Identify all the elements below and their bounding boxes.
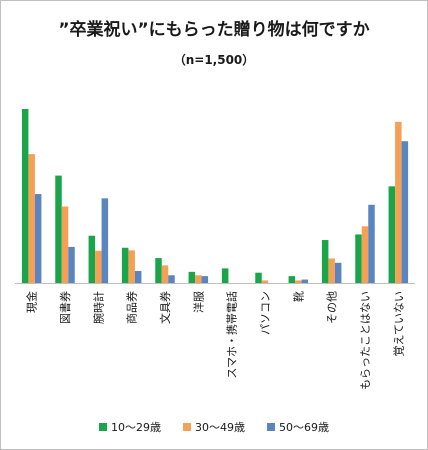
bar-6-series-2 — [195, 275, 202, 283]
bar-8-series-1 — [255, 272, 262, 283]
bar-1-series-3 — [34, 194, 42, 283]
bar-chart: 現金 図書券 腕時計 商品券 文具券 洋服 スマホ・携帯電話 パソコン 靴 その他 もらったことはな… — [15, 109, 415, 390]
bar-2-series-3 — [68, 246, 75, 283]
category-label: 腕時計 — [91, 291, 105, 324]
category-label: その他 — [326, 291, 339, 324]
legend-label: 50～69歳 — [279, 421, 329, 434]
legend-swatch — [183, 423, 191, 431]
bar-4-series-1 — [121, 247, 129, 283]
bar-12-series-3 — [401, 141, 409, 283]
bar-12-series-1 — [388, 186, 396, 283]
category-label: パソコン — [259, 291, 272, 335]
legend-item: 50～69歳 — [267, 419, 329, 435]
bar-5-series-3 — [168, 275, 175, 283]
category-label: スマホ・携帯電話 — [225, 291, 239, 379]
bar-3-series-1 — [88, 235, 96, 283]
bar-1-series-1 — [21, 109, 29, 283]
bar-10-series-3 — [334, 262, 342, 283]
legend-label: 10～29歳 — [111, 421, 161, 434]
bar-4-series-3 — [134, 270, 142, 283]
category-label: 現金 — [25, 291, 39, 313]
legend-item: 10～29歳 — [99, 419, 161, 435]
bar-5-series-1 — [155, 258, 162, 283]
category-label: 商品券 — [125, 291, 139, 324]
category-label: 靴 — [291, 291, 305, 302]
legend-label: 30～49歳 — [195, 421, 245, 434]
bar-11-series-3 — [368, 204, 375, 283]
bar-3-series-2 — [95, 250, 102, 283]
category-label: もらったことはない — [359, 291, 372, 390]
bar-10-series-1 — [321, 240, 329, 283]
legend-swatch — [267, 423, 275, 431]
bar-10-series-2 — [328, 258, 335, 283]
category-label: 図書券 — [58, 291, 72, 324]
bar-3-series-3 — [101, 198, 109, 283]
category-label: 文具券 — [158, 291, 172, 324]
bar-group — [21, 109, 409, 283]
bar-2-series-2 — [61, 206, 69, 283]
bar-5-series-2 — [161, 265, 169, 283]
bar-7-series-1 — [221, 268, 229, 283]
chart-subtitle: （n=1,500） — [173, 53, 255, 67]
bar-11-series-1 — [355, 234, 362, 283]
category-label: 洋服 — [191, 291, 205, 313]
chart-title: ”卒業祝い”にもらった贈り物は何ですか — [58, 20, 370, 40]
bar-9-series-2 — [295, 280, 302, 283]
category-label: 覚えていない — [392, 291, 405, 356]
legend-swatch — [99, 423, 107, 431]
bar-2-series-1 — [55, 175, 62, 283]
bar-8-series-2 — [261, 280, 269, 283]
chart-legend: 10～29歳 30～49歳 50～69歳 — [1, 419, 427, 435]
bar-4-series-2 — [128, 250, 135, 283]
legend-item: 30～49歳 — [183, 419, 245, 435]
bar-12-series-2 — [395, 121, 402, 283]
bar-9-series-3 — [301, 279, 309, 283]
bar-11-series-2 — [361, 226, 369, 283]
bar-6-series-3 — [201, 276, 209, 283]
bar-1-series-2 — [28, 154, 35, 283]
bar-9-series-1 — [288, 276, 296, 283]
category-labels: 現金 図書券 腕時計 商品券 文具券 洋服 スマホ・携帯電話 パソコン 靴 その他 もらったことはな… — [25, 291, 406, 390]
bar-6-series-1 — [188, 271, 196, 283]
